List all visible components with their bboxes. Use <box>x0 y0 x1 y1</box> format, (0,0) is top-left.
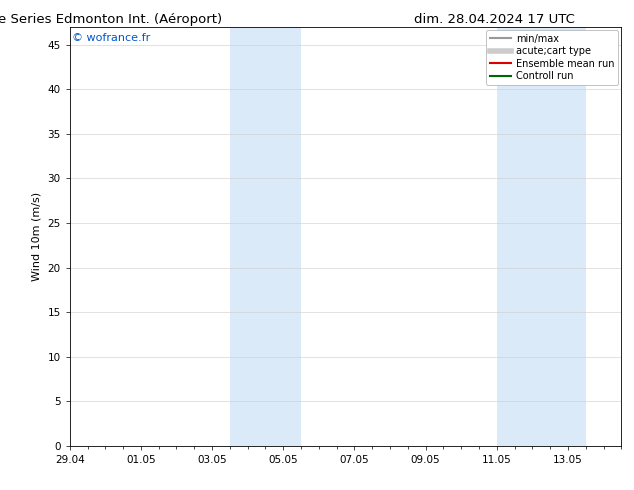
Text: dim. 28.04.2024 17 UTC: dim. 28.04.2024 17 UTC <box>414 13 575 26</box>
Text: © wofrance.fr: © wofrance.fr <box>72 33 151 43</box>
Bar <box>497 27 586 446</box>
Bar <box>230 27 301 446</box>
Text: ENS Time Series Edmonton Int. (Aéroport): ENS Time Series Edmonton Int. (Aéroport) <box>0 13 222 26</box>
Y-axis label: Wind 10m (m/s): Wind 10m (m/s) <box>32 192 42 281</box>
Legend: min/max, acute;cart type, Ensemble mean run, Controll run: min/max, acute;cart type, Ensemble mean … <box>486 30 618 85</box>
